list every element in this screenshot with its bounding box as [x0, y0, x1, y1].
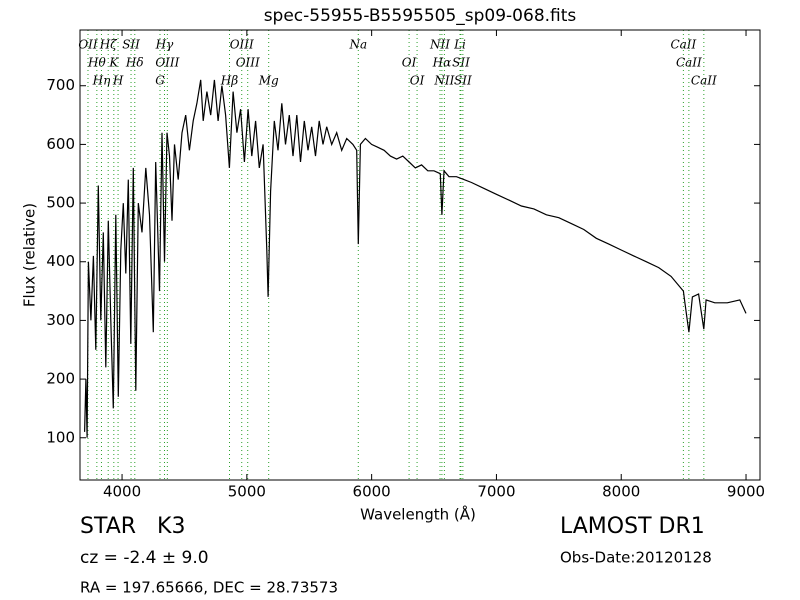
x-tick-label: 8000: [602, 483, 640, 501]
spectral-line-label: Hθ: [87, 56, 106, 70]
spectral-line-label: Na: [348, 38, 367, 52]
y-tick-label: 200: [46, 370, 75, 388]
spectral-line-label: SII: [452, 56, 470, 70]
spectral-line-label: H: [112, 74, 124, 88]
spectral-line-label: CaII: [691, 74, 717, 88]
y-tick-label: 300: [46, 311, 75, 329]
x-axis-label: Wavelength (Å): [360, 505, 476, 524]
spectral-line-label: OIII: [155, 56, 179, 70]
plot-frame: [79, 29, 761, 481]
x-tick-label: 4000: [103, 483, 141, 501]
class-label: STAR K3: [80, 514, 185, 539]
spectral-line-label: Mg: [258, 74, 279, 88]
x-tick-label: 6000: [353, 483, 391, 501]
spectral-line-label: NII: [433, 74, 454, 88]
spectral-line-label: CaII: [676, 56, 702, 70]
spectral-line-label: SII: [122, 38, 140, 52]
spectral-line-label: OI: [402, 56, 417, 70]
y-axis-label: Flux (relative): [21, 203, 39, 307]
date-label: Obs-Date:20120128: [560, 549, 712, 567]
spectral-line-label: Li: [453, 38, 466, 52]
spectrum-line: [84, 79, 747, 438]
y-tick-label: 700: [46, 76, 75, 94]
spectral-line-label: Hβ: [220, 74, 238, 88]
spectral-line-label: OIII: [230, 38, 254, 52]
spectral-line-label: Hα: [432, 56, 452, 70]
spectral-line-label: Hη: [92, 74, 111, 88]
spectral-line-label: Hζ: [99, 38, 118, 52]
spectral-line-label: K: [108, 56, 119, 70]
x-tick-label: 9000: [727, 483, 765, 501]
spectral-line-label: OIII: [236, 56, 260, 70]
y-tick-label: 500: [46, 194, 75, 212]
x-tick-label: 7000: [477, 483, 515, 501]
spectral-line-label: G: [155, 74, 165, 88]
coords-label: RA = 197.65666, DEC = 28.73573: [80, 579, 338, 597]
spectral-line-label: CaII: [670, 38, 696, 52]
cz-label: cz = -2.4 ± 9.0: [80, 548, 209, 568]
y-tick-label: 600: [46, 135, 75, 153]
spectral-line-label: OII: [78, 38, 98, 52]
x-tick-label: 5000: [228, 483, 266, 501]
chart-title: spec-55955-B5595505_sp09-068.fits: [264, 6, 577, 26]
y-tick-label: 100: [46, 428, 75, 446]
spectral-line-label: OI: [410, 74, 425, 88]
y-tick-label: 400: [46, 252, 75, 270]
spectral-line-label: NII: [429, 38, 450, 52]
spectral-line-label: Hγ: [155, 38, 174, 52]
spectral-line-label: Hδ: [125, 56, 144, 70]
spectral-line-label: SII: [454, 74, 472, 88]
survey-label: LAMOST DR1: [560, 514, 705, 539]
